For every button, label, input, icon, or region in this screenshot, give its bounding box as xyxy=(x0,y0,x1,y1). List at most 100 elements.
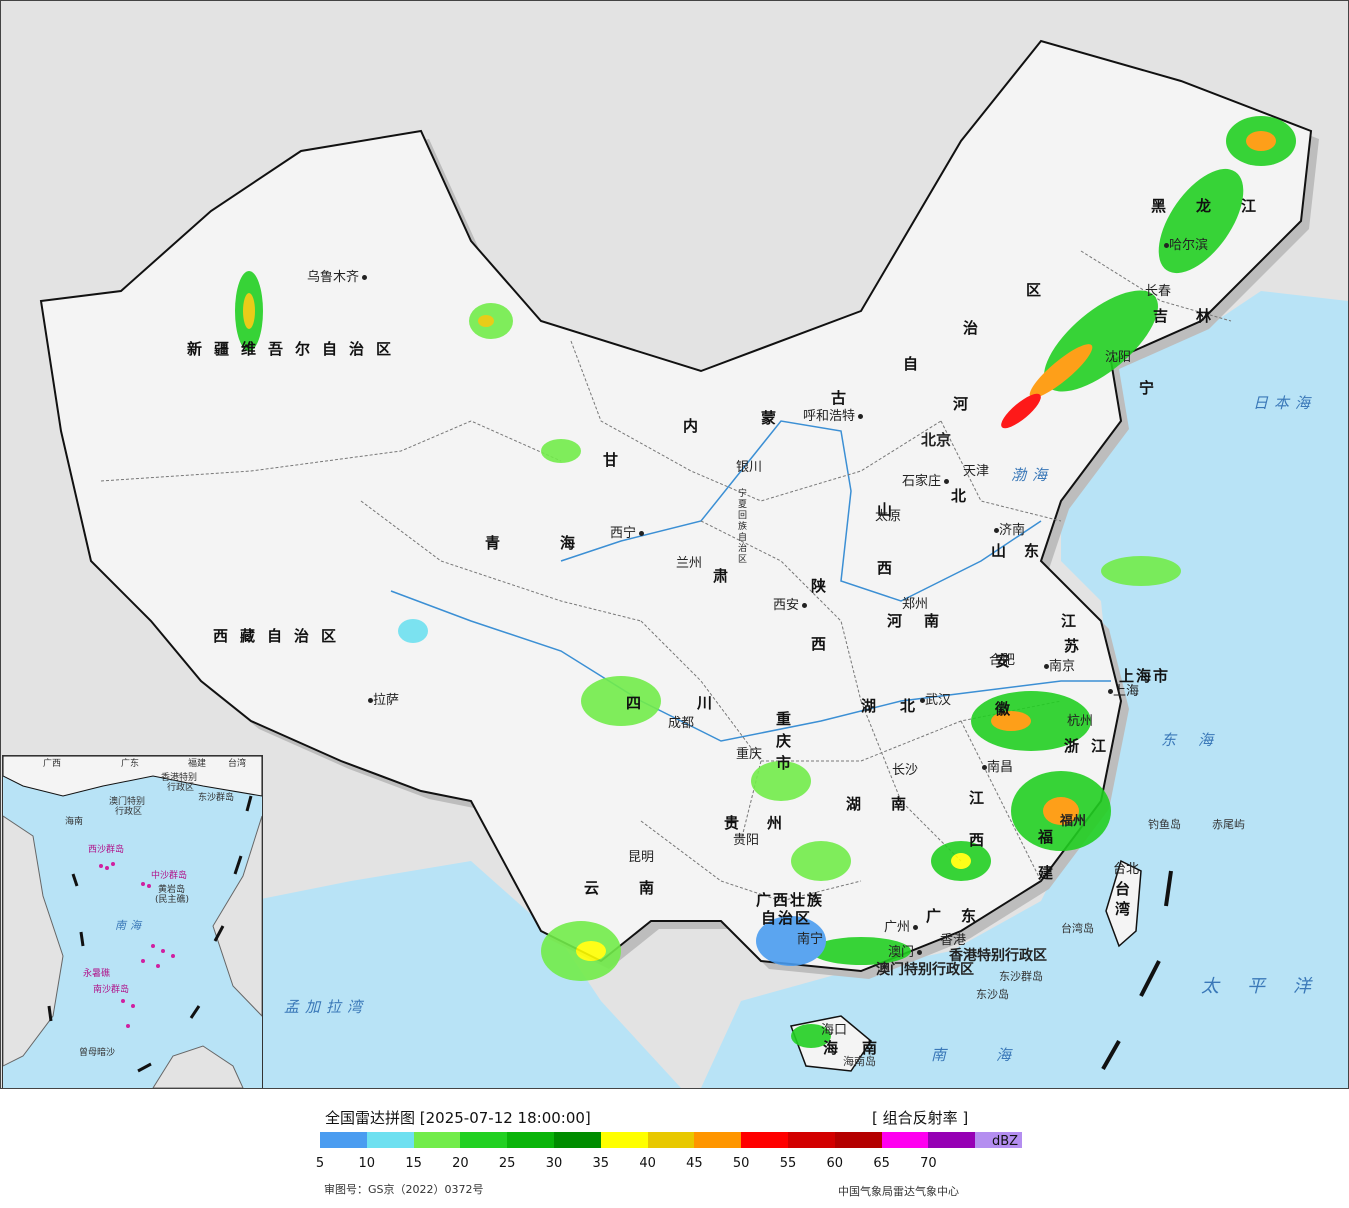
inset-dongsha: 东沙群岛 xyxy=(198,793,235,803)
color-swatch xyxy=(553,1132,601,1148)
label-guangxi-a: 广西壮族 xyxy=(756,891,825,909)
label-sichuan: 四川 xyxy=(626,694,769,712)
label-shanxi: 山西 xyxy=(877,501,893,577)
inset-hainan: 海南 xyxy=(65,817,84,827)
label-guangxi-b: 自治区 xyxy=(761,909,813,927)
inset-dash-line xyxy=(47,795,253,1073)
city-tianjin: 天津 xyxy=(963,464,990,479)
radar-map: 新疆维吾尔自治区 西藏自治区 青海 甘 肃 内 蒙 古 自 治 区 黑龙江 吉林… xyxy=(0,0,1349,1089)
scale-tick-label: 40 xyxy=(639,1156,656,1171)
city-hefei: 合肥 xyxy=(989,653,1016,668)
city-aomen: 澳门 xyxy=(888,946,923,959)
inset-islands xyxy=(99,862,175,1028)
label-xinjiang: 新疆维吾尔自治区 xyxy=(187,340,404,358)
label-fujian: 福建 xyxy=(1038,828,1054,882)
label-xizang: 西藏自治区 xyxy=(213,627,349,645)
yangtze-river xyxy=(390,590,1111,742)
scale-tick-label: 60 xyxy=(826,1156,844,1171)
color-scale-bar xyxy=(320,1132,1022,1148)
city-hangzhou: 杭州 xyxy=(1067,714,1094,729)
city-xian: 西安 xyxy=(773,599,808,612)
scale-tick-label: 70 xyxy=(920,1156,937,1171)
color-swatch xyxy=(741,1132,788,1148)
inset-huangyan2: (民主礁) xyxy=(155,895,190,905)
island-dongsha: 东沙岛 xyxy=(976,988,1009,1001)
label-gansu-gan: 甘 xyxy=(603,451,631,469)
city-kunming: 昆明 xyxy=(628,850,655,865)
radar-echoes xyxy=(235,116,1296,1048)
inset-nanhai: 南海 xyxy=(115,919,145,932)
map-approval-number: 审图号：GS京（2022）0372号 xyxy=(324,1183,484,1196)
city-haikou: 海口 xyxy=(821,1023,848,1038)
color-swatch xyxy=(694,1132,742,1148)
city-chongqing: 重庆 xyxy=(736,747,763,762)
yellow-river xyxy=(560,420,1042,602)
label-shanghai-shi: 上海市 xyxy=(1119,667,1171,685)
city-harbin: 哈尔滨 xyxy=(1161,239,1208,252)
city-nanjing: 南京 xyxy=(1041,660,1075,673)
color-swatch xyxy=(366,1132,414,1148)
city-changsha: 长沙 xyxy=(892,763,919,778)
inset-canvas xyxy=(3,756,262,1088)
scale-tick-label: 30 xyxy=(545,1156,563,1171)
island-hainan: 海南岛 xyxy=(843,1055,876,1068)
island-diaoyu: 钓鱼岛 xyxy=(1148,818,1181,831)
label-taiwan: 台湾 xyxy=(1115,880,1131,918)
label-guangdong: 广东 xyxy=(926,907,997,925)
inset-huangyan: 黄岩岛 xyxy=(158,885,186,895)
inset-zengmu: 曾母暗沙 xyxy=(79,1048,116,1058)
city-shijiazhuang: 石家庄 xyxy=(902,475,950,488)
label-hebei-bei: 北 xyxy=(951,487,979,505)
label-zhejiang: 浙江 xyxy=(1064,737,1119,755)
city-jinan: 济南 xyxy=(991,524,1025,537)
inset-fujian: 福建 xyxy=(188,759,207,769)
sea-pacific: 太平洋 xyxy=(1201,976,1339,997)
inset-xisha: 西沙群岛 xyxy=(88,845,125,855)
scale-tick-label: 55 xyxy=(779,1156,797,1171)
label-anhui: 安徽 xyxy=(995,652,1011,718)
label-hebei-he: 河 xyxy=(953,395,981,413)
sea-bohai: 渤海 xyxy=(1011,466,1054,484)
legend-unit: dBZ xyxy=(992,1134,1019,1149)
label-hubei: 湖北 xyxy=(861,697,940,715)
label-ningxia: 宁夏回族自治区 xyxy=(738,489,748,565)
scale-tick-label: 20 xyxy=(452,1156,469,1171)
city-fuzhou: 福州 xyxy=(1060,814,1087,829)
label-jilin: 吉林 xyxy=(1153,307,1240,325)
scale-tick-label: 5 xyxy=(315,1156,325,1171)
scale-tick-label: 65 xyxy=(873,1156,890,1171)
label-liaoning: 宁 xyxy=(1139,379,1167,397)
island-chiwei: 赤尾屿 xyxy=(1212,818,1245,831)
color-swatch xyxy=(507,1132,554,1148)
city-chengdu: 成都 xyxy=(668,716,695,731)
inset-nansha: 南沙群岛 xyxy=(93,985,130,995)
label-gansu-su: 肃 xyxy=(713,567,741,585)
label-yunnan: 云南 xyxy=(584,879,695,897)
color-swatch xyxy=(975,1132,1022,1148)
south-china-sea-inset: 广西 福建 台湾 广东 香港特别 行政区 澳门特别 行政区 东沙群岛 海南 西沙… xyxy=(2,755,263,1088)
color-swatch xyxy=(647,1132,695,1148)
city-xianggang: 香港 xyxy=(940,933,967,948)
sea-japan: 日本海 xyxy=(1253,394,1317,412)
color-swatch xyxy=(413,1132,461,1148)
city-wuhan: 武汉 xyxy=(917,694,951,707)
color-swatch xyxy=(460,1132,508,1148)
city-taibei: 台北 xyxy=(1113,862,1140,877)
city-lhasa: 拉萨 xyxy=(365,694,399,707)
city-lanzhou: 兰州 xyxy=(676,556,703,571)
inset-hk: 香港特别 xyxy=(161,773,198,783)
bengal-area xyxy=(161,861,681,1088)
city-urumqi: 乌鲁木齐 xyxy=(307,271,368,284)
city-nanning: 南宁 xyxy=(797,932,824,947)
label-chongqing: 重庆市 xyxy=(776,710,792,772)
scale-tick-label: 50 xyxy=(732,1156,750,1171)
color-swatch xyxy=(787,1132,835,1148)
city-beijing: 北京 xyxy=(921,431,952,449)
scale-tick-label: 10 xyxy=(358,1156,376,1171)
label-nmg-4: 自 xyxy=(903,355,931,373)
nine-dash-line xyxy=(1101,870,1173,1070)
label-jiangsu-jiang: 江 xyxy=(1061,612,1089,630)
inset-zhongsha: 中沙群岛 xyxy=(151,871,188,881)
color-swatch xyxy=(928,1132,976,1148)
sea-nanhai: 南海 xyxy=(931,1046,1062,1064)
